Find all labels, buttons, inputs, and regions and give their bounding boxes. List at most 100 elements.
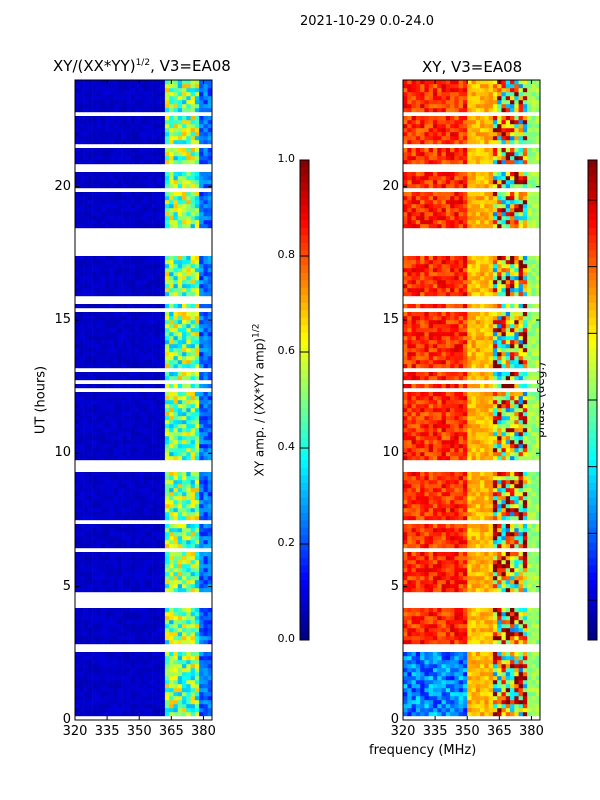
- heatmap-cell: [207, 612, 213, 617]
- heatmap-cell: [420, 620, 425, 625]
- heatmap-cell: [109, 204, 114, 209]
- heatmap-cell: [79, 396, 84, 401]
- heatmap-cell: [92, 392, 97, 397]
- heatmap-cell: [113, 372, 119, 377]
- heatmap-cell: [177, 336, 183, 341]
- heatmap-cell: [203, 140, 209, 145]
- heatmap-cell: [450, 688, 455, 693]
- heatmap-cell: [104, 448, 110, 453]
- heatmap-cell: [117, 292, 123, 297]
- heatmap-cell: [458, 656, 464, 661]
- heatmap-cell: [497, 628, 502, 633]
- heatmap-cell: [199, 636, 204, 641]
- heatmap-cell: [173, 412, 179, 417]
- heatmap-cell: [194, 472, 200, 477]
- heatmap-cell: [164, 260, 170, 265]
- heatmap-cell: [182, 104, 187, 109]
- heatmap-cell: [173, 536, 179, 541]
- heatmap-cell: [173, 264, 179, 269]
- heatmap-cell: [199, 84, 204, 89]
- heatmap-cell: [527, 656, 532, 661]
- heatmap-cell: [173, 320, 179, 325]
- heatmap-cell: [117, 532, 123, 537]
- heatmap-cell: [199, 392, 204, 397]
- heatmap-cell: [186, 352, 191, 357]
- heatmap-cell: [143, 704, 149, 709]
- heatmap-cell: [143, 508, 149, 513]
- heatmap-cell: [113, 536, 119, 541]
- heatmap-cell: [147, 656, 153, 661]
- heatmap-cell: [79, 152, 84, 157]
- heatmap-cell: [117, 636, 123, 641]
- heatmap-cell: [147, 360, 153, 365]
- heatmap-cell: [152, 332, 157, 337]
- heatmap-cell: [199, 456, 204, 461]
- heatmap-cell: [126, 100, 131, 105]
- heatmap-cell: [126, 396, 131, 401]
- heatmap-cell: [182, 216, 187, 221]
- heatmap-cell: [79, 664, 84, 669]
- heatmap-cell: [100, 680, 106, 685]
- heatmap-cell: [488, 668, 494, 673]
- heatmap-cell: [471, 684, 477, 689]
- heatmap-cell: [83, 320, 89, 325]
- heatmap-cell: [130, 508, 136, 513]
- heatmap-cell: [126, 432, 131, 437]
- heatmap-cell: [130, 104, 136, 109]
- heatmap-cell: [160, 452, 166, 457]
- heatmap-cell: [134, 652, 140, 657]
- heatmap-cell: [83, 340, 89, 345]
- heatmap-cell: [527, 692, 532, 697]
- heatmap-cell: [194, 704, 200, 709]
- heatmap-cell: [117, 576, 123, 581]
- heatmap-cell: [139, 696, 144, 701]
- heatmap-cell: [117, 124, 123, 129]
- heatmap-cell: [501, 660, 507, 665]
- heatmap-cell: [164, 408, 170, 413]
- heatmap-cell: [505, 624, 511, 629]
- heatmap-cell: [92, 152, 97, 157]
- heatmap-cell: [194, 156, 200, 161]
- heatmap-cell: [164, 540, 170, 545]
- heatmap-cell: [75, 160, 80, 165]
- heatmap-cell: [96, 448, 101, 453]
- heatmap-cell: [87, 92, 93, 97]
- heatmap-cell: [186, 204, 191, 209]
- heatmap-cell: [134, 400, 140, 405]
- heatmap-cell: [169, 712, 174, 717]
- heatmap-cell: [134, 612, 140, 617]
- heatmap-cell: [75, 452, 80, 457]
- heatmap-cell: [164, 432, 170, 437]
- heatmap-cell: [156, 684, 161, 689]
- heatmap-cell: [407, 708, 412, 713]
- heatmap-cell: [139, 608, 144, 613]
- heatmap-cell: [104, 560, 110, 565]
- heatmap-cell: [514, 624, 519, 629]
- heatmap-cell: [109, 392, 114, 397]
- heatmap-cell: [147, 316, 153, 321]
- heatmap-cell: [207, 272, 213, 277]
- heatmap-cell: [122, 104, 127, 109]
- heatmap-cell: [117, 92, 123, 97]
- heatmap-cell: [134, 560, 140, 565]
- heatmap-cell: [160, 316, 166, 321]
- heatmap-cell: [92, 276, 97, 281]
- heatmap-cell: [160, 472, 166, 477]
- heatmap-cell: [424, 668, 429, 673]
- heatmap-cell: [186, 680, 191, 685]
- heatmap-cell: [152, 192, 157, 197]
- heatmap-cell: [139, 456, 144, 461]
- heatmap-cell: [160, 268, 166, 273]
- heatmap-cell: [190, 608, 196, 613]
- heatmap-cell: [182, 204, 187, 209]
- heatmap-cell: [156, 392, 161, 397]
- heatmap-cell: [130, 340, 136, 345]
- heatmap-cell: [126, 288, 131, 293]
- heatmap-cell: [143, 344, 149, 349]
- heatmap-cell: [113, 132, 119, 137]
- heatmap-cell: [522, 696, 528, 701]
- heatmap-cell: [169, 116, 174, 121]
- heatmap-cell: [531, 616, 537, 621]
- heatmap-cell: [122, 448, 127, 453]
- heatmap-cell: [420, 676, 425, 681]
